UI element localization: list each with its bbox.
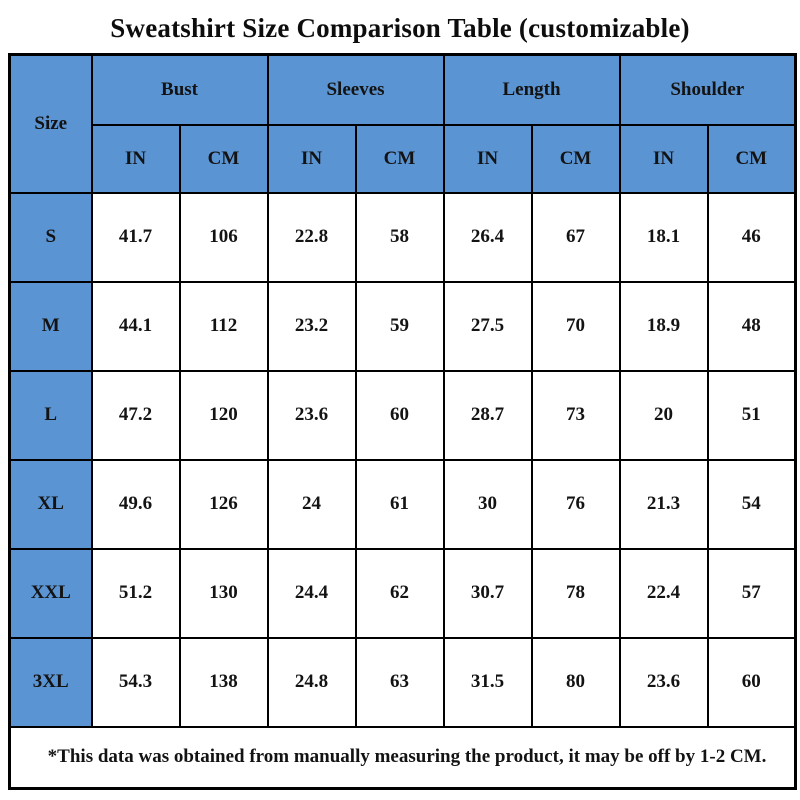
unit-header-length-cm: CM [530,123,621,194]
table-row-s: S 41.7 106 22.8 58 26.4 67 18.1 46 [8,191,797,283]
value-cell: 44.1 [90,280,181,372]
value-cell: 78 [530,547,621,639]
value-cell: 130 [178,547,269,639]
size-label: XXL [8,547,93,639]
value-cell: 30.7 [442,547,533,639]
value-cell: 58 [354,191,445,283]
value-cell: 80 [530,636,621,728]
value-cell: 27.5 [442,280,533,372]
value-cell: 54 [706,458,797,550]
value-cell: 41.7 [90,191,181,283]
unit-header-shoulder-cm: CM [706,123,797,194]
value-cell: 22.8 [266,191,357,283]
value-cell: 57 [706,547,797,639]
value-cell: 26.4 [442,191,533,283]
col-header-shoulder: Shoulder [618,53,797,126]
table-row-3xl: 3XL 54.3 138 24.8 63 31.5 80 23.6 60 [8,636,797,728]
value-cell: 23.6 [618,636,709,728]
size-label: 3XL [8,636,93,728]
footnote-row: *This data was obtained from manually me… [8,725,797,790]
unit-header-length-in: IN [442,123,533,194]
value-cell: 28.7 [442,369,533,461]
value-cell: 18.9 [618,280,709,372]
value-cell: 21.3 [618,458,709,550]
unit-header-sleeves-in: IN [266,123,357,194]
value-cell: 54.3 [90,636,181,728]
value-cell: 138 [178,636,269,728]
value-cell: 46 [706,191,797,283]
size-label: XL [8,458,93,550]
value-cell: 18.1 [618,191,709,283]
col-header-size: Size [8,53,93,194]
col-header-length: Length [442,53,621,126]
size-label: S [8,191,93,283]
value-cell: 60 [354,369,445,461]
unit-header-sleeves-cm: CM [354,123,445,194]
col-header-bust: Bust [90,53,269,126]
value-cell: 61 [354,458,445,550]
value-cell: 49.6 [90,458,181,550]
table-row-xxl: XXL 51.2 130 24.4 62 30.7 78 22.4 57 [8,547,797,639]
unit-header-bust-cm: CM [178,123,269,194]
value-cell: 20 [618,369,709,461]
unit-header-shoulder-in: IN [618,123,709,194]
value-cell: 59 [354,280,445,372]
value-cell: 73 [530,369,621,461]
table-row-m: M 44.1 112 23.2 59 27.5 70 18.9 48 [8,280,797,372]
value-cell: 47.2 [90,369,181,461]
value-cell: 70 [530,280,621,372]
value-cell: 23.6 [266,369,357,461]
value-cell: 24.4 [266,547,357,639]
size-label: M [8,280,93,372]
value-cell: 51.2 [90,547,181,639]
value-cell: 22.4 [618,547,709,639]
value-cell: 23.2 [266,280,357,372]
value-cell: 48 [706,280,797,372]
size-label: L [8,369,93,461]
page-title: Sweatshirt Size Comparison Table (custom… [110,13,690,43]
value-cell: 126 [178,458,269,550]
table-row-xl: XL 49.6 126 24 61 30 76 21.3 54 [8,458,797,550]
value-cell: 51 [706,369,797,461]
value-cell: 60 [706,636,797,728]
col-header-sleeves: Sleeves [266,53,445,126]
value-cell: 63 [354,636,445,728]
size-comparison-table: Size Bust Sleeves Length Shoulder IN CM … [8,53,798,790]
value-cell: 31.5 [442,636,533,728]
value-cell: 24.8 [266,636,357,728]
value-cell: 30 [442,458,533,550]
value-cell: 24 [266,458,357,550]
footnote-text: *This data was obtained from manually me… [8,725,797,790]
value-cell: 76 [530,458,621,550]
table-row-l: L 47.2 120 23.6 60 28.7 73 20 51 [8,369,797,461]
value-cell: 112 [178,280,269,372]
value-cell: 120 [178,369,269,461]
value-cell: 62 [354,547,445,639]
unit-header-bust-in: IN [90,123,181,194]
value-cell: 67 [530,191,621,283]
value-cell: 106 [178,191,269,283]
